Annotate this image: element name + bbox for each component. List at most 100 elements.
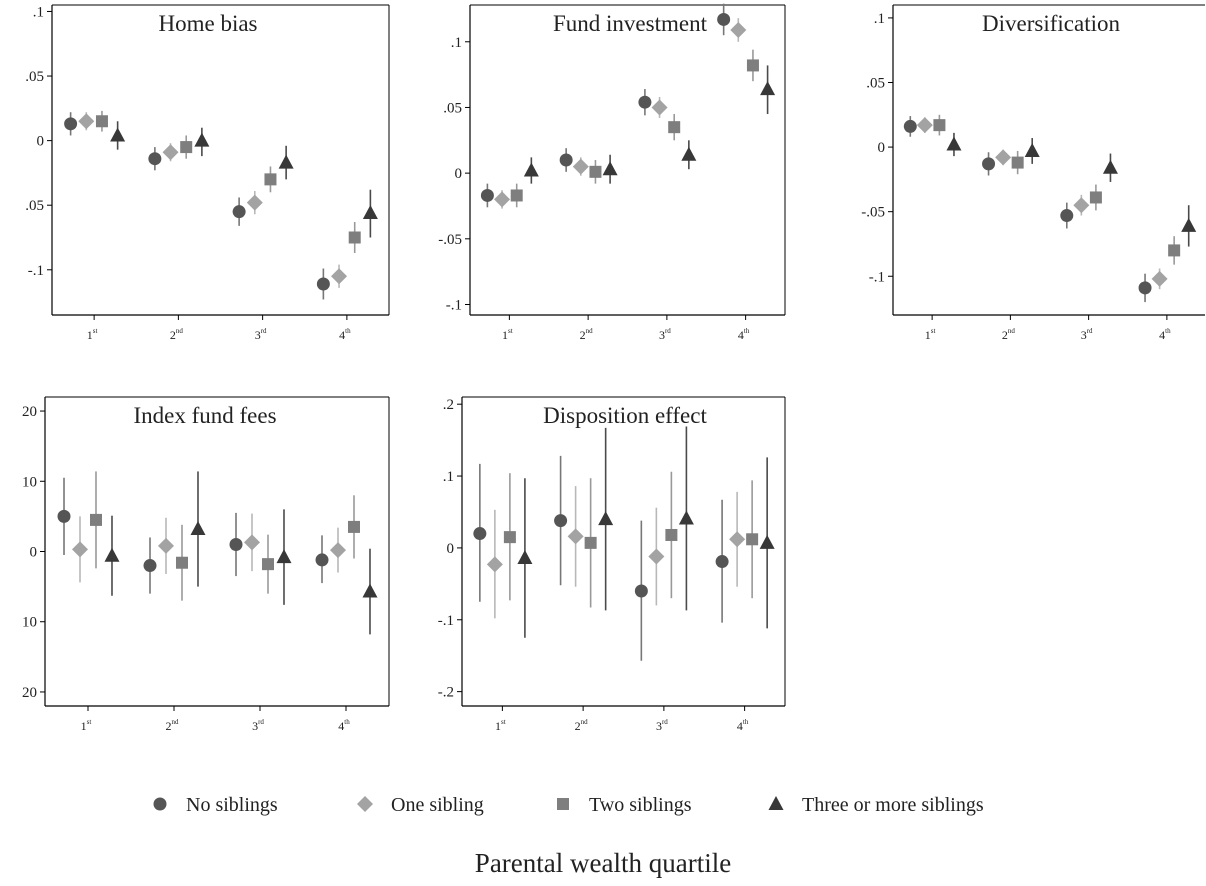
point-three xyxy=(276,549,292,564)
y-tick-label: 10 xyxy=(22,615,37,631)
x-tick-label: 3rd xyxy=(252,718,264,733)
y-tick-label: .1 xyxy=(443,469,454,485)
x-tick-superscript: st xyxy=(87,718,92,726)
point-one xyxy=(330,542,347,559)
point-no xyxy=(717,12,731,26)
x-tick-label: 1st xyxy=(87,327,98,342)
x-tick-superscript: th xyxy=(744,327,750,335)
x-axis-title: Parental wealth quartile xyxy=(475,848,731,878)
legend-label: Two siblings xyxy=(589,794,692,816)
point-no xyxy=(57,509,71,523)
point-one xyxy=(648,548,665,565)
legend-item-two: Two siblings xyxy=(557,794,692,816)
y-tick-label: 0 xyxy=(30,545,38,561)
point-no xyxy=(1138,281,1152,295)
y-tick-label: .2 xyxy=(443,397,454,413)
point-no xyxy=(634,584,648,598)
point-two xyxy=(95,115,108,128)
chart-panel-1: Home bias .1 .05 0 .05 -.1 1st 2nd 3rd 4th xyxy=(25,4,390,342)
y-tick-label: .1 xyxy=(451,35,462,51)
legend-marker-diamond xyxy=(357,796,373,812)
point-two xyxy=(584,536,597,549)
point-one xyxy=(246,194,263,211)
point-two xyxy=(175,556,188,569)
x-tick-superscript: nd xyxy=(176,327,184,335)
x-tick-label: 2nd xyxy=(1002,327,1016,342)
point-two xyxy=(264,173,277,186)
point-two xyxy=(503,531,516,544)
x-tick-superscript: nd xyxy=(1008,327,1016,335)
point-no xyxy=(473,527,487,541)
point-no xyxy=(903,119,917,133)
point-one xyxy=(331,268,348,285)
point-three xyxy=(194,132,210,147)
legend-label: One sibling xyxy=(391,794,484,816)
point-no xyxy=(715,555,729,569)
x-tick-label: 2nd xyxy=(166,718,180,733)
chart-panel-4: Index fund fees 20 10 0 10 20 1st 2nd 3rd 4th xyxy=(22,396,390,733)
point-no xyxy=(64,117,78,131)
y-tick-label: -.05 xyxy=(438,232,462,248)
point-three xyxy=(517,549,533,564)
y-tick-label: .05 xyxy=(25,69,44,85)
y-tick-label: .1 xyxy=(33,4,44,20)
x-tick-label: 1st xyxy=(81,718,92,733)
point-three xyxy=(278,154,294,169)
panel-title: Fund investment xyxy=(553,11,708,36)
legend-marker-square xyxy=(557,798,569,810)
point-two xyxy=(510,189,523,202)
point-one xyxy=(1151,270,1168,287)
point-one xyxy=(158,537,175,554)
point-two xyxy=(347,520,360,533)
y-tick-label: 0 xyxy=(878,140,886,156)
point-one xyxy=(651,99,668,116)
x-tick-label: 4th xyxy=(738,327,750,342)
y-tick-label: -.1 xyxy=(869,269,885,285)
x-tick-label: 4th xyxy=(339,327,351,342)
point-three xyxy=(362,204,378,219)
point-three xyxy=(678,510,694,525)
y-tick-label: -.2 xyxy=(438,685,454,701)
chart-panel-5: Disposition effect .2 .1 0 -.1 -.2 1st 2nd 3rd 4t… xyxy=(438,396,786,733)
y-tick-label: .1 xyxy=(874,11,885,27)
point-no xyxy=(480,188,494,202)
x-tick-superscript: st xyxy=(501,718,506,726)
legend-item-no: No siblings xyxy=(153,794,278,816)
point-no xyxy=(229,537,243,551)
y-tick-label: .05 xyxy=(443,100,462,116)
point-no xyxy=(143,559,157,573)
x-tick-superscript: nd xyxy=(586,327,594,335)
point-three xyxy=(760,81,776,96)
x-tick-label: 1st xyxy=(502,327,513,342)
x-tick-label: 2nd xyxy=(170,327,184,342)
legend: No siblings One sibling Two siblings Three … xyxy=(153,794,984,816)
x-tick-superscript: rd xyxy=(261,327,267,335)
x-tick-label: 2nd xyxy=(575,718,589,733)
point-one xyxy=(72,541,89,558)
point-three xyxy=(602,161,618,176)
point-two xyxy=(746,533,759,546)
point-no xyxy=(638,95,652,109)
point-three xyxy=(681,146,697,161)
x-tick-label: 1st xyxy=(495,718,506,733)
x-tick-label: 4th xyxy=(338,718,350,733)
point-three xyxy=(523,162,539,177)
x-tick-superscript: rd xyxy=(662,718,668,726)
point-one xyxy=(162,144,179,161)
point-no xyxy=(316,277,330,291)
y-tick-label: -.05 xyxy=(861,205,885,221)
point-two xyxy=(180,141,193,154)
point-three xyxy=(104,547,120,562)
x-tick-superscript: nd xyxy=(581,718,589,726)
legend-marker-triangle xyxy=(768,796,784,810)
x-tick-label: 3rd xyxy=(656,718,668,733)
x-tick-superscript: st xyxy=(508,327,513,335)
point-two xyxy=(665,528,678,541)
point-one xyxy=(567,528,584,545)
x-tick-superscript: nd xyxy=(172,718,180,726)
x-tick-label: 4th xyxy=(737,718,749,733)
point-no xyxy=(232,205,246,219)
x-tick-label: 1st xyxy=(925,327,936,342)
x-tick-label: 3rd xyxy=(255,327,267,342)
